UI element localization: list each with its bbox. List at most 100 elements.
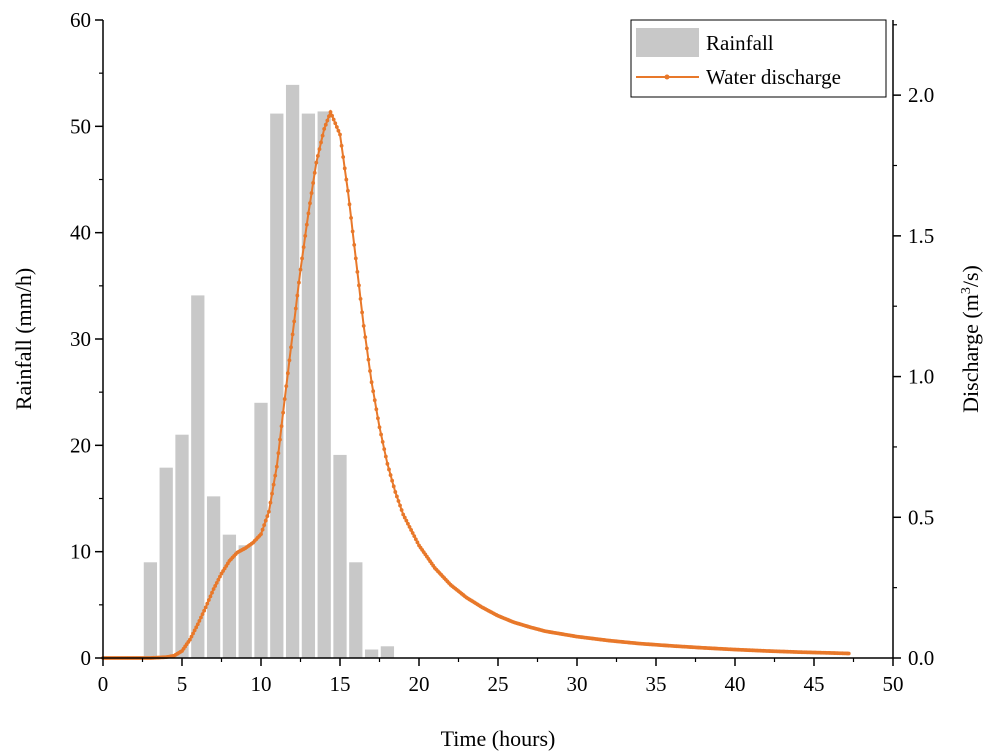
y-left-axis-title: Rainfall (mm/h) — [11, 268, 36, 410]
discharge-point — [281, 410, 286, 415]
discharge-point — [363, 335, 368, 340]
discharge-point — [413, 537, 418, 542]
discharge-point — [323, 122, 328, 127]
discharge-point — [334, 125, 339, 129]
discharge-point — [206, 598, 211, 602]
discharge-point — [278, 437, 282, 442]
discharge-point — [260, 527, 265, 532]
discharge-point — [338, 132, 342, 137]
discharge-point — [293, 306, 298, 311]
legend-swatch-discharge-marker — [664, 74, 670, 80]
discharge-point — [279, 424, 284, 429]
discharge-point — [308, 201, 312, 206]
discharge-point — [304, 222, 309, 227]
discharge-point — [415, 540, 420, 545]
discharge-point — [399, 508, 404, 512]
rainfall-bar — [159, 467, 173, 658]
x-axis-ticks: 0 5 10 15 20 25 30 35 40 45 50 — [98, 658, 904, 696]
y-right-axis-title-superscript: 3 — [959, 287, 974, 294]
discharge-point — [306, 211, 311, 216]
discharge-point — [290, 332, 295, 337]
discharge-point — [300, 256, 304, 261]
discharge-point — [394, 494, 399, 499]
discharge-point — [364, 346, 369, 351]
discharge-point — [328, 110, 333, 114]
discharge-point — [270, 491, 274, 496]
discharge-point — [358, 296, 363, 301]
y-left-tick-label: 50 — [70, 114, 91, 138]
y-left-tick-label: 20 — [70, 433, 91, 457]
discharge-point — [393, 490, 398, 494]
discharge-point — [347, 202, 352, 207]
discharge-point — [339, 143, 344, 148]
rainfall-bar — [364, 649, 379, 658]
x-tick-label: 5 — [177, 672, 188, 696]
discharge-point — [342, 166, 347, 171]
discharge-point — [396, 499, 401, 503]
x-axis-title: Time (hours) — [441, 726, 556, 751]
y-left-tick-label: 60 — [70, 8, 91, 32]
discharge-point — [376, 416, 380, 421]
discharge-point — [372, 398, 377, 403]
discharge-point — [402, 515, 407, 520]
discharge-point — [195, 622, 200, 627]
discharge-point — [353, 256, 358, 261]
discharge-point — [401, 512, 406, 517]
discharge-point — [216, 577, 221, 582]
rainfall-bar — [238, 545, 252, 658]
discharge-point — [218, 574, 222, 579]
legend-label-discharge: Water discharge — [706, 65, 841, 89]
discharge-point — [287, 358, 292, 363]
discharge-point — [322, 127, 327, 131]
discharge-point — [398, 503, 402, 508]
y-right-tick-label: 0.5 — [908, 505, 934, 529]
rainfall-bar — [191, 295, 205, 658]
discharge-point — [274, 464, 279, 469]
discharge-point — [214, 580, 219, 585]
discharge-point — [407, 524, 412, 529]
y-left-tick-label: 40 — [70, 221, 91, 245]
discharge-point — [309, 191, 314, 195]
y-right-axis-title: Discharge (m3/s) — [958, 265, 983, 413]
discharge-point — [263, 518, 268, 523]
discharge-point — [298, 267, 303, 272]
rainfall-bar — [317, 111, 331, 659]
discharge-point — [349, 215, 353, 220]
rainfall-bar — [206, 496, 221, 658]
discharge-point — [213, 584, 218, 588]
discharge-point — [208, 594, 213, 599]
discharge-point — [385, 461, 390, 466]
y-right-tick-label: 0.0 — [908, 646, 934, 670]
discharge-point — [327, 114, 331, 119]
discharge-point — [285, 371, 290, 376]
discharge-point — [200, 612, 205, 616]
discharge-point — [267, 509, 271, 514]
y-right-axis-ticks: 0.0 0.5 1.0 1.5 2.0 — [893, 24, 934, 670]
discharge-point — [276, 451, 281, 456]
legend-label-rainfall: Rainfall — [706, 31, 774, 55]
discharge-point — [282, 397, 287, 401]
discharge-point — [350, 229, 355, 234]
rainfall-bar — [380, 646, 395, 658]
rainfall-bars — [143, 84, 395, 659]
x-tick-label: 25 — [488, 672, 509, 696]
discharge-point — [383, 454, 388, 459]
x-tick-label: 0 — [98, 672, 109, 696]
x-tick-label: 40 — [725, 672, 746, 696]
discharge-point — [387, 467, 391, 472]
discharge-point — [412, 534, 417, 539]
discharge-point — [203, 605, 208, 610]
discharge-point — [192, 628, 197, 633]
discharge-point — [382, 447, 387, 452]
x-tick-label: 20 — [409, 672, 430, 696]
discharge-point — [331, 117, 336, 122]
y-right-tick-label: 1.0 — [908, 365, 934, 389]
y-left-tick-label: 30 — [70, 327, 91, 351]
discharge-point — [262, 523, 267, 528]
discharge-point — [292, 319, 297, 324]
legend-swatch-rainfall — [636, 28, 699, 57]
y-right-tick-label: 2.0 — [908, 83, 934, 107]
discharge-point — [268, 500, 273, 505]
rainfall-bar — [143, 562, 158, 658]
discharge-point — [330, 113, 334, 118]
